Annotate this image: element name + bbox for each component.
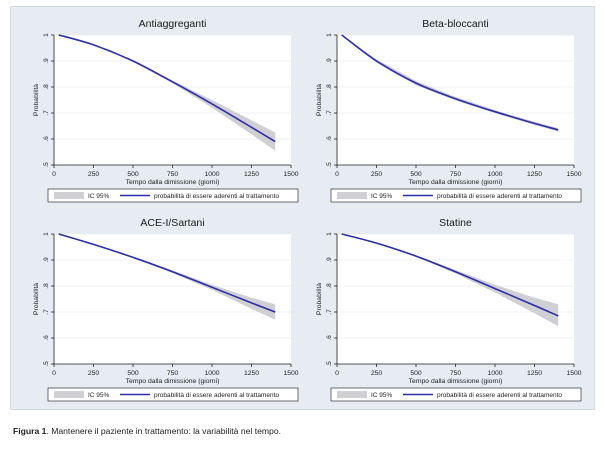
x-tick-label: 750 — [167, 370, 179, 377]
y-tick-label: 1 — [326, 33, 333, 37]
x-tick-label: 0 — [52, 171, 56, 178]
y-tick-label: .6 — [326, 335, 333, 341]
y-tick-label: .7 — [326, 110, 333, 116]
x-tick-label: 250 — [88, 171, 100, 178]
y-tick-label: .8 — [326, 84, 333, 90]
series-line — [341, 233, 559, 317]
series-line — [341, 34, 559, 131]
chart-title: Beta-bloccanti — [422, 18, 489, 30]
x-axis-label: Tempo dalla dimissione (giorni) — [126, 179, 220, 186]
y-tick-label: .5 — [43, 361, 50, 367]
y-tick-label: .8 — [326, 283, 333, 289]
legend-box — [330, 387, 582, 402]
y-tick-label: .6 — [43, 335, 50, 341]
legend-swatch-ci — [337, 192, 367, 199]
legend-swatch-ci — [337, 391, 367, 398]
x-tick-label: 250 — [371, 171, 383, 178]
legend: IC 95% probabilità di essere aderenti al … — [330, 188, 582, 203]
y-axis-label: Probabilità — [316, 283, 323, 315]
legend-swatch-ci — [54, 391, 84, 398]
x-tick-label: 1500 — [283, 370, 298, 377]
legend: IC 95% probabilità di essere aderenti al … — [47, 387, 299, 402]
legend-label-line: probabilità di essere aderenti al tratta… — [154, 392, 279, 399]
y-tick-label: .6 — [326, 136, 333, 142]
y-tick-label: .9 — [326, 257, 333, 263]
x-tick-label: 1500 — [566, 370, 581, 377]
x-tick-label: 250 — [88, 370, 100, 377]
y-tick-label: .5 — [326, 361, 333, 367]
x-axis-label: Tempo dalla dimissione (giorni) — [409, 179, 503, 186]
legend-label-line: probabilità di essere aderenti al tratta… — [437, 392, 562, 399]
x-tick-label: 500 — [410, 171, 422, 178]
series-line — [58, 34, 276, 143]
y-tick-label: .7 — [326, 309, 333, 315]
x-tick-label: 1250 — [244, 171, 259, 178]
x-tick-label: 500 — [410, 370, 422, 377]
x-tick-label: 500 — [127, 171, 139, 178]
y-tick-label: .8 — [43, 283, 50, 289]
y-axis-label: Probabilità — [33, 283, 40, 315]
x-tick-label: 1000 — [204, 370, 219, 377]
x-tick-label: 750 — [450, 370, 462, 377]
x-tick-label: 1500 — [283, 171, 298, 178]
chart-panel-statine: Statine .5 .6 .7 .8 .9 1 Probabilità 0 250 500 750 1… — [316, 217, 582, 402]
charts-svg: Antiaggreganti .5 .6 .7 .8 .9 1 Probabilità 0 250… — [33, 18, 582, 402]
y-axis-label: Probabilità — [33, 84, 40, 116]
legend-label-ci: IC 95% — [88, 193, 110, 200]
x-tick-label: 500 — [127, 370, 139, 377]
x-tick-label: 750 — [450, 171, 462, 178]
x-tick-label: 1500 — [566, 171, 581, 178]
x-tick-label: 1250 — [527, 171, 542, 178]
chart-panel-ace-i-sartani: ACE-I/Sartani .5 .6 .7 .8 .9 1 Probabilità 0 250 5… — [33, 217, 299, 402]
x-tick-label: 250 — [371, 370, 383, 377]
y-tick-label: .6 — [43, 136, 50, 142]
x-tick-label: 1250 — [527, 370, 542, 377]
y-tick-label: .9 — [43, 58, 50, 64]
y-tick-label: .7 — [43, 110, 50, 116]
figure-caption: Figura 1. Mantenere il paziente in tratt… — [13, 426, 281, 436]
x-tick-label: 1000 — [487, 370, 502, 377]
y-tick-label: 1 — [43, 232, 50, 236]
x-tick-label: 0 — [335, 370, 339, 377]
x-tick-label: 1250 — [244, 370, 259, 377]
chart-panel-beta-bloccanti: Beta-bloccanti .5 .6 .7 .8 .9 1 Probabilità 0 250… — [316, 18, 582, 203]
chart-title: ACE-I/Sartani — [140, 217, 204, 229]
x-tick-label: 750 — [167, 171, 179, 178]
caption-label: Figura 1 — [13, 426, 47, 436]
legend-label-ci: IC 95% — [371, 193, 393, 200]
x-tick-label: 0 — [52, 370, 56, 377]
y-tick-label: .5 — [43, 162, 50, 168]
legend: IC 95% probabilità di essere aderenti al … — [330, 387, 582, 402]
series-line — [58, 233, 276, 313]
x-axis-label: Tempo dalla dimissione (giorni) — [126, 378, 220, 385]
y-tick-label: .9 — [326, 58, 333, 64]
x-tick-label: 0 — [335, 171, 339, 178]
legend-label-line: probabilità di essere aderenti al tratta… — [154, 193, 279, 200]
legend-label-line: probabilità di essere aderenti al tratta… — [437, 193, 562, 200]
y-tick-label: .9 — [43, 257, 50, 263]
legend-label-ci: IC 95% — [371, 392, 393, 399]
y-axis-label: Probabilità — [316, 84, 323, 116]
caption-text: . Mantenere il paziente in trattamento: … — [46, 426, 281, 436]
chart-panel-antiaggreganti: Antiaggreganti .5 .6 .7 .8 .9 1 Probabilità 0 250… — [33, 18, 299, 203]
y-tick-label: .7 — [43, 309, 50, 315]
legend: IC 95% probabilità di essere aderenti al … — [47, 188, 299, 203]
x-tick-label: 1000 — [204, 171, 219, 178]
figure-frame: Antiaggreganti .5 .6 .7 .8 .9 1 Probabilità 0 250… — [10, 6, 595, 410]
chart-title: Antiaggreganti — [139, 18, 207, 30]
legend-box — [47, 387, 299, 402]
chart-title: Statine — [439, 217, 472, 229]
legend-box — [330, 188, 582, 203]
y-tick-label: .5 — [326, 162, 333, 168]
x-axis-label: Tempo dalla dimissione (giorni) — [409, 378, 503, 385]
y-tick-label: .8 — [43, 84, 50, 90]
legend-swatch-ci — [54, 192, 84, 199]
legend-box — [47, 188, 299, 203]
x-tick-label: 1000 — [487, 171, 502, 178]
y-tick-label: 1 — [43, 33, 50, 37]
plot-area — [54, 35, 291, 165]
legend-label-ci: IC 95% — [88, 392, 110, 399]
y-tick-label: 1 — [326, 232, 333, 236]
